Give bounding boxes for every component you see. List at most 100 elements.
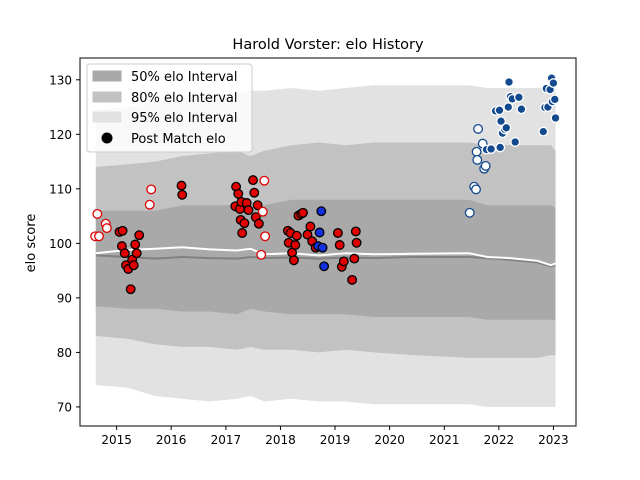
post-match-point [314,227,325,238]
legend-label-95: 95% elo Interval [131,111,238,126]
x-tick-label: 2015 [101,433,132,447]
post-match-point [291,230,302,241]
post-match-point [259,175,270,186]
legend: 50% elo Interval 80% elo Interval 95% el… [86,63,253,153]
post-match-point [550,113,561,123]
y-tick-label: 130 [49,73,72,87]
x-tick-label: 2019 [320,433,351,447]
x-tick-label: 2016 [156,433,187,447]
post-match-point [486,144,497,154]
y-axis: 70 80 90 100 110 120 130 [49,73,80,414]
post-match-point [239,218,250,229]
y-tick-label: 100 [49,237,72,251]
plot-frame [79,57,577,427]
legend-item-50: 50% elo Interval [92,70,238,85]
post-match-point [257,206,268,217]
legend-label-post-match: Post Match elo [131,132,226,147]
legend-label-50: 50% elo Interval [131,70,238,85]
post-match-point [494,105,505,116]
post-match-points [90,73,561,295]
trend-lines [95,246,556,268]
legend-marker-post-match [101,132,113,144]
legend-item-95: 95% elo Interval [92,111,238,126]
x-tick-label: 2023 [538,433,569,447]
post-match-point [243,205,254,216]
post-match-point [128,260,139,271]
post-match-point [253,218,264,229]
post-match-point [176,180,187,191]
post-match-point [290,240,301,250]
post-match-point [464,207,475,218]
post-match-point [94,231,104,242]
post-match-point [305,221,316,232]
y-tick-label: 80 [57,346,72,360]
legend-box [86,63,253,153]
y-tick-label: 110 [49,182,72,196]
post-match-point [503,102,514,113]
legend-swatch-80 [92,91,122,103]
x-tick-label: 2022 [484,433,515,447]
band-50-interval [95,199,556,320]
post-match-point [131,248,142,259]
post-match-point [334,240,345,250]
y-tick-label: 120 [49,128,72,142]
x-tick-label: 2020 [374,433,405,447]
mean-elo-line [95,246,556,267]
post-match-point [351,237,362,248]
plot-area [90,73,561,407]
chart-title: Harold Vorster: elo History [232,37,424,53]
x-tick-label: 2017 [211,433,242,447]
post-match-point [548,78,559,89]
post-match-point [510,137,521,147]
post-match-point [144,199,155,210]
post-match-point [338,256,349,267]
post-match-point [471,146,482,157]
legend-swatch-95 [92,111,122,123]
post-match-point [480,160,491,171]
post-match-point [350,226,361,237]
post-match-point [101,223,112,234]
post-match-point [549,94,560,105]
post-match-point [495,142,506,153]
y-tick-label: 90 [57,291,72,305]
post-match-point [237,228,248,238]
post-match-point [538,126,549,137]
post-match-point [260,231,271,242]
post-match-point [92,208,103,219]
legend-item-post-match: Post Match elo [101,132,226,147]
post-match-point [349,253,360,264]
post-match-point [119,248,130,259]
post-match-point [298,207,308,218]
post-match-point [317,242,328,253]
post-match-point [516,104,527,115]
post-match-point [332,228,343,238]
post-match-point [501,122,512,133]
post-match-point [130,239,141,250]
post-match-point [177,189,188,200]
post-match-point [347,274,358,285]
legend-label-80: 80% elo Interval [131,91,238,106]
post-match-point [256,249,267,260]
post-match-point [248,175,258,186]
legend-swatch-50 [92,70,122,82]
post-match-point [233,188,244,199]
post-match-point [496,116,506,127]
post-match-point [125,284,136,295]
post-match-point [473,123,484,134]
y-tick-label: 70 [57,400,72,414]
post-match-point [146,184,157,195]
post-match-point [134,230,145,241]
post-match-point [504,77,514,87]
x-axis: 2015 2016 2017 2018 2019 2020 2021 2022 2023 [101,426,569,447]
post-match-point [288,255,299,266]
post-match-point [472,154,483,165]
median-elo-line [95,254,556,268]
post-match-point [319,261,330,272]
legend-item-80: 80% elo Interval [92,91,238,106]
y-axis-label: elo score [24,214,39,273]
post-match-point [117,225,128,236]
post-match-point [316,206,327,217]
x-tick-label: 2021 [429,433,460,447]
post-match-point [471,184,481,195]
